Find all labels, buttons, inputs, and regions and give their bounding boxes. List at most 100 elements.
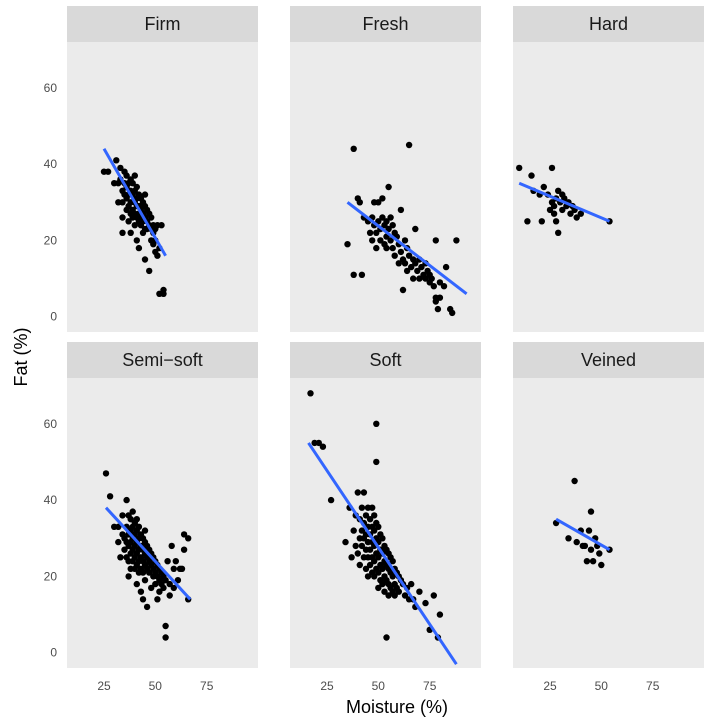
data-point [371, 512, 378, 519]
data-point [180, 546, 188, 553]
data-point [172, 558, 179, 565]
x-tick-label: 50 [595, 679, 609, 693]
trend-line [307, 442, 458, 666]
x-axis-title: Moisture (%) [346, 697, 448, 717]
data-point [598, 561, 605, 569]
y-tick-label: 60 [44, 417, 58, 431]
facet-strip [513, 342, 704, 378]
data-point [405, 252, 413, 259]
data-point [356, 561, 363, 569]
data-point [375, 554, 382, 561]
data-point [387, 237, 394, 244]
data-point [154, 596, 161, 603]
facet-panel: Semi−soft [67, 342, 258, 668]
data-point [442, 263, 450, 271]
data-point [342, 538, 349, 546]
data-point [555, 229, 562, 236]
facet-panel: Veined [513, 342, 704, 668]
data-point [135, 244, 143, 252]
data-point [412, 260, 419, 267]
data-point [358, 527, 366, 534]
data-point [127, 229, 134, 236]
data-point [375, 523, 382, 530]
data-point [397, 206, 405, 214]
data-point [117, 164, 124, 172]
data-point [403, 267, 411, 275]
data-point [375, 584, 382, 592]
data-point [166, 580, 173, 588]
x-axis-ticks: 25 50 75 25 50 75 25 50 75 [97, 679, 659, 693]
facet-strip-label: Semi−soft [122, 350, 203, 370]
data-point [559, 206, 566, 214]
data-point [350, 271, 357, 278]
x-tick-label: 50 [372, 679, 386, 693]
data-point [133, 580, 140, 588]
data-point [453, 237, 460, 244]
data-point [158, 222, 165, 229]
y-tick-label: 20 [44, 233, 58, 247]
x-tick-label: 50 [149, 679, 163, 693]
data-point [577, 210, 584, 217]
data-point [428, 275, 435, 282]
data-point [397, 248, 405, 256]
data-point [344, 241, 351, 248]
data-point [379, 214, 386, 221]
data-point [436, 611, 444, 618]
data-point [348, 554, 355, 561]
data-point [148, 584, 155, 592]
data-point [589, 558, 597, 565]
data-point [178, 565, 186, 572]
data-point [358, 542, 366, 550]
data-point [129, 508, 136, 515]
data-point [350, 527, 357, 534]
data-point [115, 523, 122, 530]
x-tick-label: 75 [646, 679, 660, 693]
y-tick-label: 20 [44, 569, 58, 583]
data-point [133, 237, 140, 244]
data-point [432, 237, 439, 244]
data-point [156, 588, 163, 595]
data-point [137, 588, 145, 595]
data-point [166, 592, 173, 599]
data-point [430, 592, 437, 599]
data-point [385, 225, 392, 233]
data-point [366, 546, 374, 553]
data-point [307, 390, 314, 397]
trend-line [346, 201, 468, 295]
data-point [524, 218, 531, 225]
y-tick-label: 0 [50, 310, 57, 324]
data-point [587, 546, 595, 553]
data-point [550, 202, 558, 210]
data-point [152, 580, 159, 588]
facet-panel-background [513, 378, 704, 668]
facet-strip [67, 6, 258, 42]
data-point [139, 569, 147, 576]
data-point [362, 512, 370, 519]
data-point [550, 210, 558, 217]
data-point [405, 141, 413, 149]
data-point [585, 527, 593, 534]
data-points [552, 477, 613, 569]
data-point [327, 496, 335, 504]
data-point [139, 596, 147, 603]
data-point [414, 267, 421, 275]
x-tick-label: 25 [97, 679, 111, 693]
data-point [125, 573, 132, 580]
data-point [581, 542, 589, 550]
data-point [162, 634, 169, 641]
data-point [162, 577, 169, 584]
data-point [408, 263, 415, 271]
data-point [395, 260, 402, 267]
data-point [369, 504, 376, 511]
data-point [170, 584, 177, 592]
facet-strip-label: Hard [589, 14, 628, 34]
data-point [113, 157, 120, 164]
data-point [358, 504, 366, 511]
data-point [115, 538, 122, 546]
data-point [133, 516, 140, 523]
data-point [418, 263, 425, 271]
data-point [416, 588, 423, 595]
facet-panel: Hard [513, 6, 704, 332]
data-point [573, 214, 580, 221]
data-point [371, 558, 378, 565]
